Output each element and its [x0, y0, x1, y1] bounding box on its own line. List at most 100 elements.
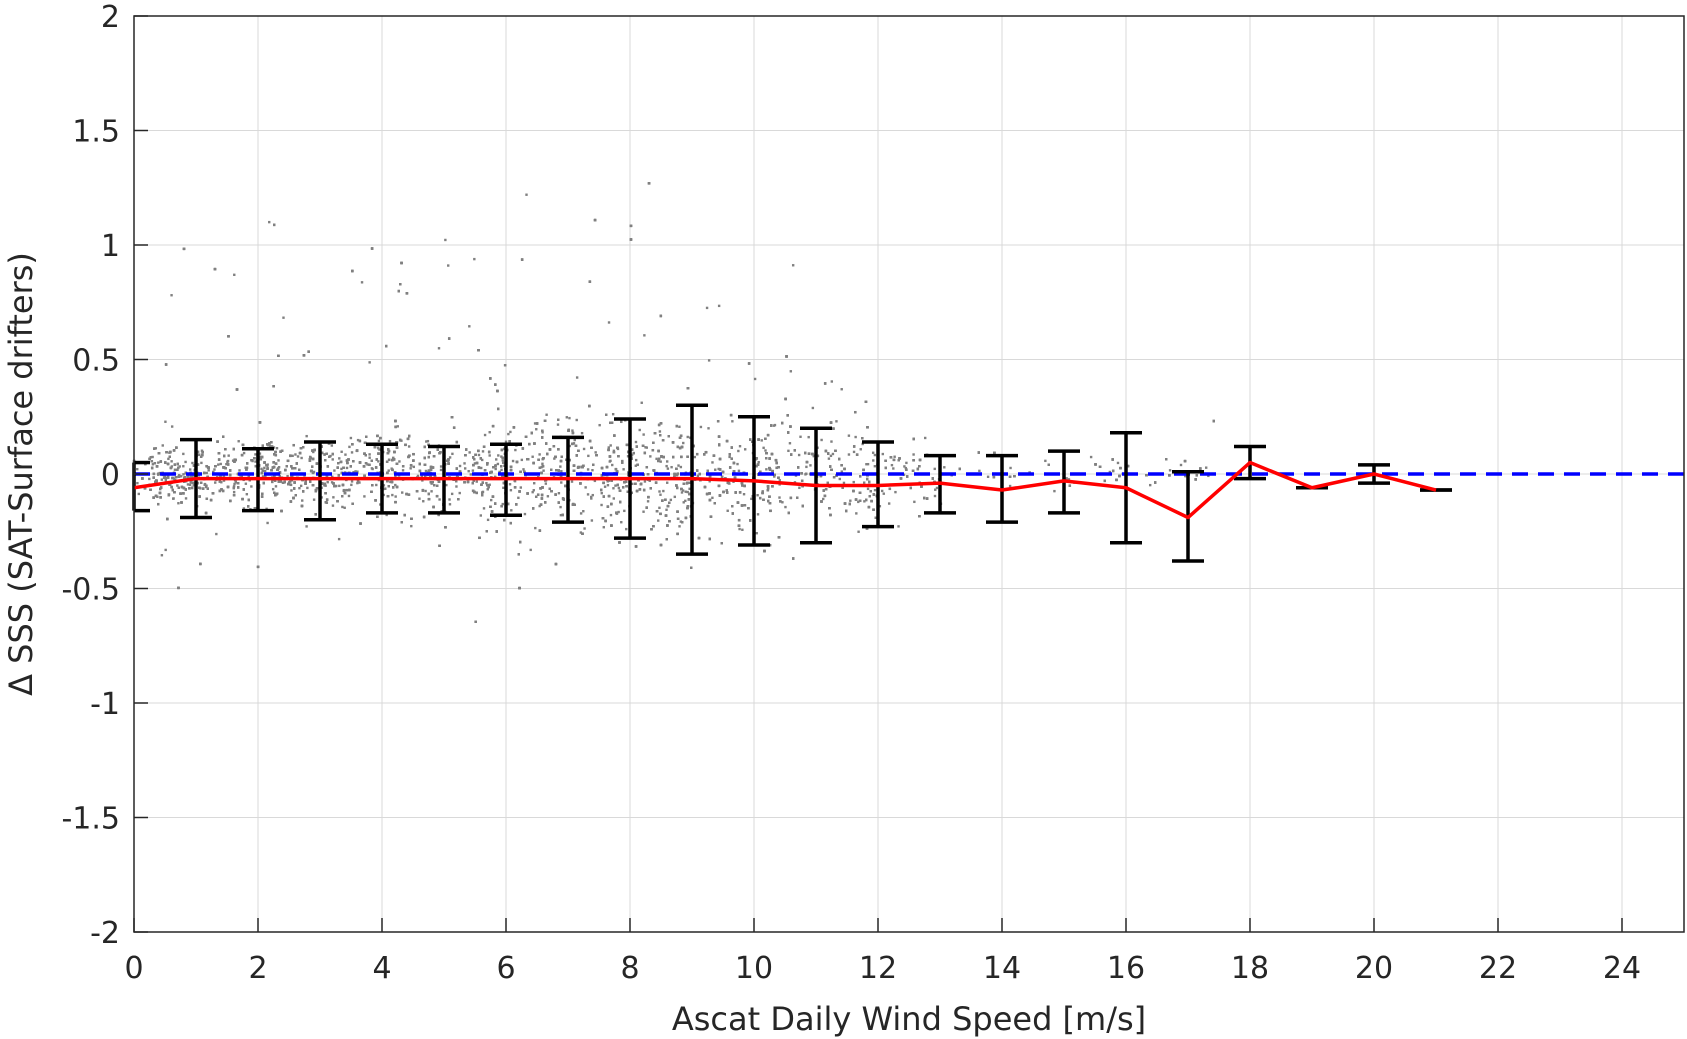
scatter-point	[245, 493, 249, 496]
scatter-point	[852, 480, 855, 484]
scatter-point	[591, 493, 594, 497]
scatter-point	[903, 465, 906, 468]
scatter-point	[1148, 483, 1152, 487]
scatter-point	[438, 498, 441, 501]
scatter-point	[809, 464, 812, 467]
scatter-point	[582, 510, 585, 513]
scatter-point	[644, 446, 647, 449]
scatter-point	[593, 479, 597, 483]
scatter-point	[857, 530, 860, 533]
scatter-point	[622, 468, 625, 471]
scatter-point	[214, 481, 217, 484]
scatter-point	[612, 487, 615, 490]
scatter-point	[743, 448, 747, 451]
scatter-point	[473, 257, 476, 261]
scatter-point	[638, 428, 641, 432]
scatter-point	[519, 486, 523, 489]
scatter-point	[978, 469, 981, 473]
scatter-point	[331, 458, 334, 461]
scatter-point	[291, 454, 294, 458]
scatter-point	[756, 513, 760, 516]
scatter-point	[299, 484, 303, 488]
scatter-point	[811, 406, 815, 410]
scatter-point	[1116, 461, 1120, 465]
scatter-point	[686, 490, 689, 494]
scatter-point	[416, 474, 420, 478]
scatter-point	[200, 449, 204, 452]
scatter-point	[642, 510, 645, 513]
scatter-point	[866, 462, 870, 466]
scatter-point	[368, 361, 371, 364]
scatter-point	[333, 469, 336, 472]
scatter-point	[258, 452, 262, 455]
scatter-point	[933, 467, 936, 471]
scatter-point	[705, 306, 709, 310]
scatter-point	[590, 497, 593, 500]
scatter-point	[529, 548, 532, 552]
scatter-point	[501, 461, 505, 464]
scatter-point	[488, 431, 491, 434]
scatter-point	[497, 454, 500, 457]
scatter-point	[447, 264, 450, 267]
scatter-point	[388, 439, 392, 443]
scatter-point	[271, 487, 275, 491]
scatter-point	[167, 457, 170, 461]
scatter-point	[182, 473, 185, 476]
scatter-point	[266, 466, 269, 469]
scatter-point	[678, 525, 681, 528]
scatter-point	[178, 465, 181, 468]
scatter-point	[178, 474, 181, 477]
scatter-point	[263, 466, 266, 470]
scatter-point	[331, 504, 335, 507]
scatter-point	[649, 455, 652, 458]
scatter-point	[377, 439, 381, 443]
scatter-point	[523, 512, 527, 516]
scatter-point	[490, 498, 493, 502]
scatter-point	[738, 527, 741, 531]
scatter-point	[642, 433, 645, 436]
scatter-point	[479, 514, 482, 517]
scatter-point	[332, 496, 335, 499]
scatter-point	[485, 481, 488, 485]
scatter-point	[430, 490, 433, 493]
scatter-point	[502, 486, 505, 489]
scatter-point	[880, 489, 884, 493]
scatter-point	[509, 430, 512, 434]
scatter-point	[612, 497, 615, 500]
scatter-point	[481, 450, 485, 453]
scatter-point	[306, 486, 309, 490]
scatter-point	[556, 423, 560, 426]
scatter-point	[394, 495, 397, 498]
scatter-point	[559, 505, 562, 509]
scatter-point	[254, 453, 257, 456]
scatter-point	[863, 481, 866, 484]
scatter-point	[609, 513, 613, 517]
scatter-point	[913, 500, 916, 504]
scatter-point	[673, 495, 677, 499]
scatter-point	[173, 477, 176, 480]
scatter-point	[164, 420, 167, 423]
scatter-point	[717, 467, 720, 471]
scatter-point	[1053, 489, 1056, 493]
scatter-point	[522, 468, 525, 471]
scatter-point	[570, 480, 574, 483]
scatter-point	[176, 484, 179, 487]
scatter-point	[594, 451, 597, 454]
scatter-point	[872, 459, 875, 462]
scatter-point	[260, 467, 263, 471]
scatter-point	[855, 512, 858, 515]
scatter-point	[764, 449, 767, 452]
scatter-point	[400, 439, 403, 442]
scatter-point	[602, 526, 605, 529]
scatter-point	[160, 554, 164, 557]
scatter-point	[878, 505, 882, 508]
scatter-point	[496, 462, 500, 466]
scatter-point	[154, 447, 158, 450]
scatter-point	[186, 483, 190, 486]
scatter-point	[268, 220, 271, 224]
scatter-point	[1065, 477, 1068, 480]
scatter-point	[658, 506, 661, 510]
scatter-point	[179, 475, 183, 478]
scatter-point	[354, 470, 357, 473]
scatter-point	[290, 489, 293, 492]
